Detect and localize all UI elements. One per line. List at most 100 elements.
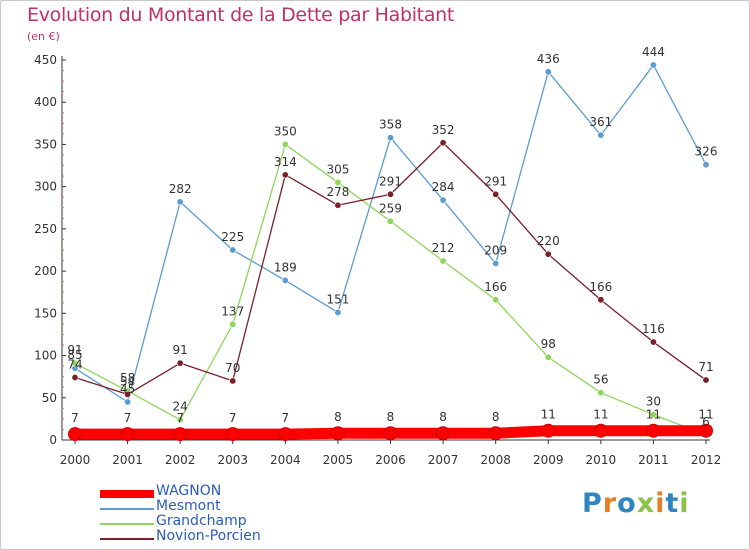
x-tick-label: 2011 <box>638 453 669 467</box>
data-point <box>176 416 184 424</box>
data-label: 361 <box>589 115 612 129</box>
data-label: 7 <box>282 411 290 425</box>
data-point <box>124 398 132 406</box>
data-point <box>225 427 240 442</box>
y-tick-label: 450 <box>34 53 57 67</box>
proxiti-logo: Proxiti <box>582 488 690 519</box>
data-label: 11 <box>646 408 661 422</box>
data-point <box>649 61 657 69</box>
logo-letter: i <box>679 488 690 519</box>
logo-letter: o <box>617 488 637 519</box>
data-label: 70 <box>225 361 240 375</box>
x-tick-label: 2000 <box>60 453 91 467</box>
data-label: 225 <box>221 230 244 244</box>
data-label: 151 <box>326 292 349 306</box>
x-tick-label: 2007 <box>428 453 459 467</box>
data-label: 278 <box>326 185 349 199</box>
y-tick-label: 50 <box>42 391 57 405</box>
data-point <box>386 217 394 225</box>
data-point <box>383 426 398 441</box>
y-tick-label: 0 <box>49 433 57 447</box>
data-point <box>541 423 556 438</box>
data-point <box>334 178 342 186</box>
data-point <box>334 201 342 209</box>
x-tick-label: 2005 <box>323 453 354 467</box>
data-label: 350 <box>274 124 297 138</box>
x-tick-label: 2004 <box>270 453 301 467</box>
data-point <box>492 296 500 304</box>
data-point <box>597 389 605 397</box>
data-label: 326 <box>695 145 718 159</box>
data-point <box>278 427 293 442</box>
data-point <box>229 377 237 385</box>
data-point <box>334 308 342 316</box>
data-point <box>71 374 79 382</box>
y-tick-label: 250 <box>34 222 57 236</box>
data-label: 54 <box>120 374 135 388</box>
data-label: 352 <box>432 123 455 137</box>
legend-label: Mesmont <box>156 498 221 514</box>
data-label: 7 <box>71 411 79 425</box>
data-label: 11 <box>541 408 556 422</box>
data-point <box>488 426 503 441</box>
chart-subtitle: (en €) <box>27 30 60 43</box>
data-point <box>386 190 394 198</box>
legend-swatch <box>100 523 154 525</box>
data-label: 282 <box>169 182 192 196</box>
data-point <box>646 423 661 438</box>
data-point <box>649 411 657 419</box>
data-label: 58 <box>120 371 135 385</box>
data-point <box>649 338 657 346</box>
chart-axes: 0 50 100 150 200 250 300 350 400 450 2000 2001 2002 2… <box>34 53 721 467</box>
data-label: 291 <box>484 174 507 188</box>
data-point <box>386 134 394 142</box>
data-point <box>176 359 184 367</box>
x-tick-label: 2010 <box>586 453 617 467</box>
data-label: 436 <box>537 52 560 66</box>
data-label: 166 <box>589 280 612 294</box>
data-point <box>492 190 500 198</box>
data-point <box>229 320 237 328</box>
data-label: 358 <box>379 118 402 132</box>
data-label: 98 <box>541 337 556 351</box>
data-point <box>544 250 552 258</box>
data-labels-layer: 85 45 282 225 189 151 358 284 209 436 361 444 326 91 5… <box>67 45 717 429</box>
data-point <box>593 423 608 438</box>
data-point <box>281 140 289 148</box>
y-tick-label: 400 <box>34 95 57 109</box>
data-point <box>439 139 447 147</box>
data-label: 91 <box>67 343 82 357</box>
data-point <box>124 390 132 398</box>
data-label: 291 <box>379 174 402 188</box>
data-label: 284 <box>432 180 455 194</box>
x-tick-label: 2006 <box>375 453 406 467</box>
x-tick-label: 2009 <box>533 453 564 467</box>
logo-letter: r <box>602 488 618 519</box>
data-point <box>281 276 289 284</box>
data-label: 74 <box>67 358 82 372</box>
data-point <box>702 161 710 169</box>
data-label: 85 <box>67 348 82 362</box>
logo-letter: P <box>582 488 603 519</box>
legend-label: WAGNON <box>156 483 222 499</box>
data-point <box>436 426 451 441</box>
legend-swatch <box>100 538 154 540</box>
data-label: 305 <box>326 162 349 176</box>
x-tick-label: 2003 <box>217 453 248 467</box>
data-label: 11 <box>698 408 713 422</box>
series-wagnon <box>68 423 713 442</box>
data-label: 56 <box>593 373 608 387</box>
data-label: 259 <box>379 201 402 215</box>
legend-swatch <box>100 508 154 510</box>
data-label: 91 <box>173 343 188 357</box>
data-point <box>544 353 552 361</box>
legend-swatch <box>100 490 154 498</box>
series-layer <box>68 61 713 442</box>
data-point <box>68 427 82 442</box>
data-label: 137 <box>221 304 244 318</box>
data-label: 212 <box>432 241 455 255</box>
x-tick-label: 2008 <box>480 453 511 467</box>
data-point <box>597 296 605 304</box>
data-label: 6 <box>702 415 710 429</box>
